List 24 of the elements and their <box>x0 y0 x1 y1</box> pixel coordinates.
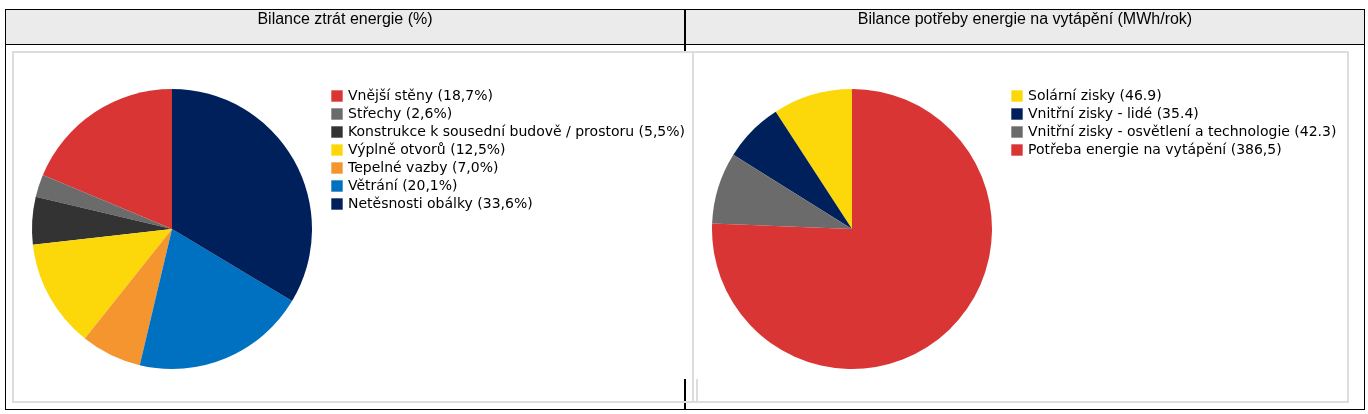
pie-slice <box>775 89 852 229</box>
pie-slice <box>84 229 172 366</box>
legend-label: Konstrukce k sousední budově / prostoru (5,5%) <box>348 123 686 139</box>
legend-label: Vnitřní zisky - lidé (35.4) <box>1028 105 1199 121</box>
pie-slice <box>712 154 852 229</box>
legend-label: Větrání (20,1%) <box>348 177 458 193</box>
legend-label: Střechy (2,6%) <box>348 105 453 121</box>
pie-slice <box>32 229 172 339</box>
pie-slice <box>172 89 312 302</box>
legend-label: Tepelné vazby (7,0%) <box>347 159 499 175</box>
chart-title: Bilance ztrát energie (%) <box>6 10 684 45</box>
legend-label: Netěsnosti obálky (33,6%) <box>348 195 533 211</box>
pie-slice <box>712 89 992 369</box>
pie-slice <box>733 111 852 229</box>
pie-slice <box>139 229 293 369</box>
legend-label: Vnitřní zisky - osvětlení a technologie (42.3) <box>1028 123 1337 139</box>
pie-slice <box>35 175 172 229</box>
legend-label: Solární zisky (46.9) <box>1028 87 1162 103</box>
pie-slice <box>32 196 172 245</box>
legend-label: Výplně otvorů (12,5%) <box>348 141 506 157</box>
pie-slice <box>42 89 172 229</box>
legend-label: Vnější stěny (18,7%) <box>348 87 493 103</box>
chart-title: Bilance potřeby energie na vytápění (MWh/rok) <box>686 10 1364 45</box>
legend-label: Potřeba energie na vytápění (386,5) <box>1028 141 1282 157</box>
